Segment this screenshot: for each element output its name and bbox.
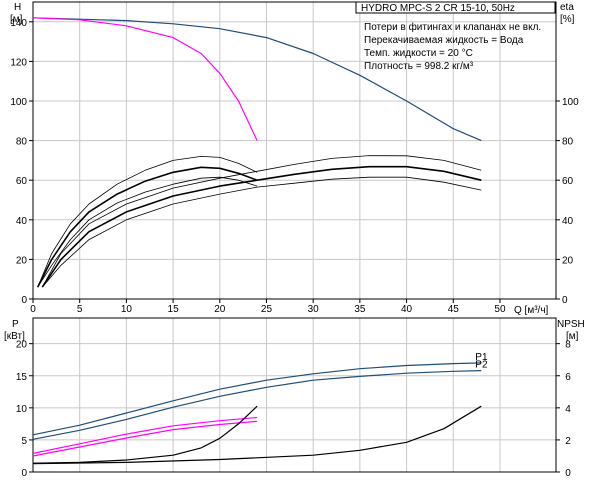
left-tick-label: 60: [16, 176, 28, 187]
bottom-series-5: [32, 405, 482, 465]
x-tick-label: 5: [77, 304, 83, 315]
note-temperature: Темп. жидкости = 20 °C: [364, 48, 473, 59]
x-tick-label: 25: [261, 304, 273, 315]
x-tick-label: 10: [121, 304, 133, 315]
x-tick-label: 45: [448, 304, 460, 315]
top-series-1: [32, 17, 258, 141]
left-tick-label: 20: [16, 255, 28, 266]
bottom-plot-frame: [32, 317, 557, 473]
bottom-series-2: [32, 416, 258, 454]
top-left-axis-unit: [м]: [10, 14, 23, 25]
x-tick-label: 30: [308, 304, 320, 315]
bottom-left-tick-label: 20: [16, 340, 28, 351]
right-tick-label: 0: [562, 295, 568, 306]
left-tick-label: 80: [16, 137, 28, 148]
top-series-7: [41, 176, 482, 288]
top-right-axis-unit: [%]: [560, 14, 575, 25]
bottom-left-tick-label: 5: [21, 436, 27, 447]
top-series-4: [37, 176, 258, 288]
bottom-gridlines: [33, 318, 556, 472]
right-tick-label: 80: [562, 137, 574, 148]
bottom-ticks: 0 5 10 15 20 0 2 4 6 8: [16, 340, 571, 479]
x-tick-label: 0: [30, 304, 36, 315]
right-tick-label: 20: [562, 255, 574, 266]
left-tick-label: 0: [21, 295, 27, 306]
top-series-0: [32, 17, 482, 142]
bottom-left-tick-label: 10: [16, 404, 28, 415]
right-tick-label: 40: [562, 216, 574, 227]
x-axis-label: Q [м³/ч]: [514, 305, 549, 316]
left-tick-label: 100: [10, 97, 27, 108]
bottom-right-tick-label: 2: [565, 436, 571, 447]
bottom-series-0: [32, 362, 482, 436]
bottom-left-tick-label: 0: [21, 468, 27, 479]
top-ticks: 0 5 10 15 20 25 30 35 40 45 50 0 20 40 60 80 100 120 140 0 2…: [10, 18, 579, 315]
note-fittings: Потери в фитингах и клапанах не вкл.: [364, 21, 541, 33]
bottom-right-axis-label: NPSH: [557, 319, 585, 330]
bottom-left-axis-unit: [кВт]: [4, 331, 25, 342]
top-gridlines: [33, 2, 556, 299]
right-tick-label: 100: [562, 97, 579, 108]
series-label-p2: P2: [475, 360, 488, 371]
top-series-6: [41, 155, 482, 288]
top-series-5: [41, 165, 482, 288]
right-tick-label: 60: [562, 176, 574, 187]
chart-title: HYDRO MPC-S 2 CR 15-10, 50Hz: [361, 3, 515, 14]
bottom-series-3: [32, 420, 258, 457]
left-tick-label: 140: [10, 18, 27, 29]
title-box: [355, 1, 556, 14]
left-tick-label: 40: [16, 216, 28, 227]
bottom-right-axis-unit: [м]: [566, 331, 579, 342]
bottom-right-tick-label: 8: [565, 340, 571, 351]
bottom-right-tick-label: 4: [565, 404, 571, 415]
top-curves: [32, 17, 482, 288]
top-plot-frame: [32, 1, 557, 300]
x-tick-label: 40: [401, 304, 413, 315]
x-tick-label: 20: [214, 304, 226, 315]
bottom-right-tick-label: 0: [565, 468, 571, 479]
note-density: Плотность = 998.2 кг/м³: [364, 61, 474, 72]
bottom-series-1: [32, 370, 482, 440]
bottom-right-tick-label: 6: [565, 372, 571, 383]
series-label-p1: P1: [475, 352, 488, 363]
bottom-series-4: [32, 405, 258, 464]
x-tick-label: 35: [354, 304, 366, 315]
bottom-left-tick-label: 15: [16, 372, 28, 383]
top-left-axis-label: H: [14, 2, 21, 13]
top-series-3: [37, 156, 258, 288]
top-series-2: [36, 166, 258, 288]
left-tick-label: 120: [10, 57, 27, 68]
x-tick-label: 15: [168, 304, 180, 315]
note-liquid: Перекачиваемая жидкость = Вода: [364, 35, 524, 46]
bottom-left-axis-label: P: [12, 319, 19, 330]
top-right-axis-label: eta: [560, 2, 574, 13]
x-tick-label: 50: [494, 304, 506, 315]
